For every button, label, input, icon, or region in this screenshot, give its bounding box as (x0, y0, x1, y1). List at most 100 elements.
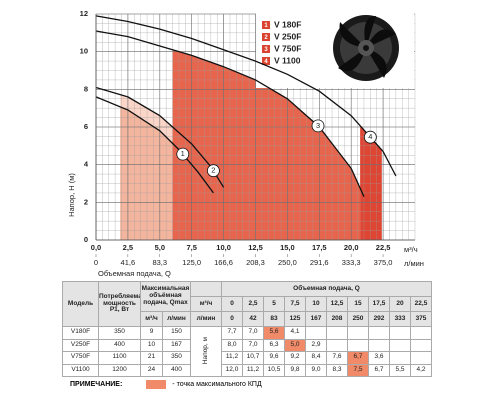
header-cell: Объемная подача, Q (221, 281, 432, 297)
head-cell (410, 351, 432, 365)
legend-swatch (262, 45, 270, 53)
head-cell: 5,0 (284, 338, 306, 352)
x2-tick-label: 166,6 (214, 258, 233, 267)
qmax-cell: 150 (162, 326, 191, 340)
header-cell: 333 (389, 311, 411, 327)
head-cell: 6,7 (347, 351, 369, 365)
head-cell: 7,7 (221, 326, 243, 340)
head-cell: 11,2 (221, 351, 243, 365)
highlight-swatch (146, 380, 167, 389)
curve-marker (363, 130, 377, 144)
x-tick-label: 5,0 (155, 243, 165, 252)
header-cell: 167 (305, 311, 327, 327)
head-cell: 4,1 (284, 326, 306, 340)
head-label-cell: Напор, м (190, 326, 222, 377)
model-cell: V750F (62, 351, 99, 365)
x2-tick-label: 208,3 (246, 258, 265, 267)
head-cell: 5,6 (263, 326, 285, 340)
head-cell: 12,0 (221, 363, 243, 377)
header-cell: м³/ч (140, 311, 163, 327)
header-cell: 2,5 (242, 296, 264, 312)
curve-marker-label: 3 (316, 121, 320, 130)
legend-label: V 250F (274, 31, 301, 41)
header-cell: 125 (284, 311, 306, 327)
legend-label: V 180F (274, 19, 301, 29)
power-cell: 400 (98, 338, 141, 352)
power-cell: 350 (98, 326, 141, 340)
curve-marker (176, 147, 190, 161)
model-cell: V250F (62, 338, 99, 352)
head-cell: 8,4 (305, 351, 327, 365)
pump-curve (95, 15, 397, 177)
head-cell: 2,9 (305, 338, 327, 352)
table-row: V180F 350 9 150 Напор, м 7,7 7,0 5,6 4,1 (62, 326, 432, 377)
curve-marker (206, 164, 220, 178)
head-cell (389, 351, 411, 365)
header-cell: 42 (242, 311, 264, 327)
head-cell: 9,6 (263, 351, 285, 365)
head-cell: 11,2 (242, 363, 264, 377)
header-cell: 10 (305, 296, 327, 312)
head-cell: 9,0 (305, 363, 327, 377)
head-cell: 6,7 (368, 363, 390, 377)
power-cell: 1100 (98, 351, 141, 365)
header-cell: 12,5 (326, 296, 348, 312)
header-cell: л/мин (162, 311, 191, 327)
head-cell: 7,6 (326, 351, 348, 365)
head-cell: 10,7 (242, 351, 264, 365)
x-tick-label: 15,0 (280, 243, 295, 252)
x-tick-label: 2,5 (123, 243, 133, 252)
header-cell: 250 (347, 311, 369, 327)
curve-marker-label: 4 (368, 132, 372, 141)
header-cell: 20 (389, 296, 411, 312)
x2-unit: л/мин (404, 259, 424, 268)
legend-number: 2 (264, 35, 268, 41)
head-cell (410, 338, 432, 352)
qmax-cell: 167 (162, 338, 191, 352)
operating-zone (120, 106, 173, 240)
qmax-cell: 21 (140, 351, 163, 365)
y-tick-label: 10 (80, 47, 88, 56)
table-row: V250F 400 10 167 8,0 7,0 6,3 5,0 2,9 (62, 338, 432, 352)
spec-table: Модель Потребляемая мощность Р1, Вт Макс… (62, 281, 432, 377)
impeller-image (333, 15, 399, 81)
curve-marker (311, 119, 325, 133)
head-cell (368, 326, 390, 340)
x-tick-label: 22,5 (376, 243, 391, 252)
qmax-cell: 24 (140, 363, 163, 377)
header-cell: 292 (368, 311, 390, 327)
note-text: - точка максимального КПД (172, 381, 262, 388)
x-tick-label: 17,5 (312, 243, 327, 252)
legend-swatch (262, 21, 270, 29)
header-cell: 83 (263, 311, 285, 327)
legend-swatch (262, 57, 270, 65)
qmax-cell: 10 (140, 338, 163, 352)
pump-curve (95, 96, 214, 194)
y-axis-title: Напор, Н (м) (67, 173, 76, 217)
table-row: V1100 1200 24 400 12,0 11,2 10,5 9,8 9,0 8,3 7,5 6,… (62, 363, 432, 377)
operating-zone (172, 49, 361, 241)
x-tick-label: 12,5 (248, 243, 263, 252)
legend-label: V 1100 (274, 55, 301, 65)
x2-tick-label: 0 (94, 258, 98, 267)
header-cell: м³/ч (190, 296, 222, 312)
head-cell: 9,8 (284, 363, 306, 377)
header-cell: 22,5 (410, 296, 432, 312)
x-axis-title: Объемная подача, Q (98, 269, 171, 278)
head-cell (389, 338, 411, 352)
note-label: ПРИМЕЧАНИЕ: (70, 381, 123, 388)
header-cell: л/мин (190, 311, 222, 327)
header-cell: 0 (221, 311, 243, 327)
head-cell: 5,5 (389, 363, 411, 377)
head-cell: 9,2 (284, 351, 306, 365)
head-cell (368, 338, 390, 352)
legend-swatch (262, 33, 270, 41)
header-cell: 375 (410, 311, 432, 327)
head-label: Напор, м (201, 336, 209, 364)
header-cell: 7,5 (284, 296, 306, 312)
x2-tick-label: 41,6 (121, 258, 136, 267)
header-cell: 17,5 (368, 296, 390, 312)
head-cell (389, 326, 411, 340)
legend-number: 1 (264, 23, 268, 29)
